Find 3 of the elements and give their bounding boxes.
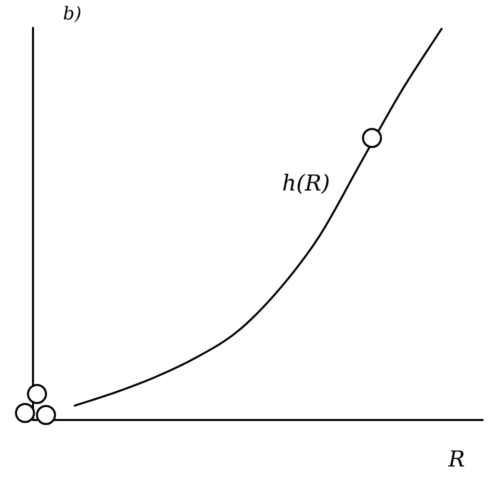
annotation: h(R) [282, 172, 330, 197]
chart-title: b) [63, 4, 82, 25]
x-axis-title: R [447, 448, 465, 473]
